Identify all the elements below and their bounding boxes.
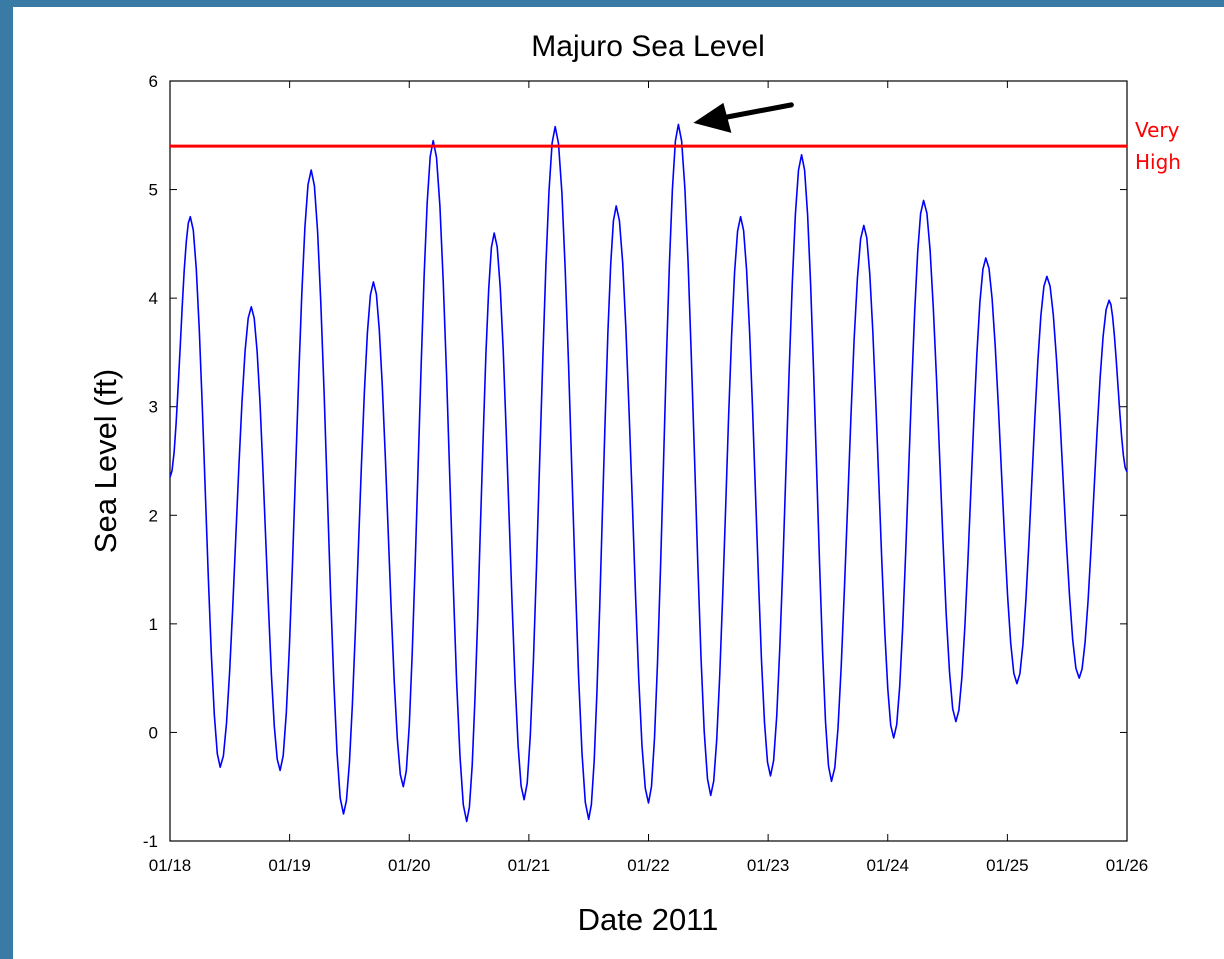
y-tick-label: 2 (149, 506, 158, 525)
x-tick-label: 01/20 (388, 856, 431, 875)
y-axis-label: Sea Level (ft) (88, 369, 123, 553)
y-tick-label: 5 (149, 181, 158, 200)
arrow-shaft (714, 102, 794, 122)
x-tick-label: 01/24 (866, 856, 909, 875)
x-tick-label: 01/26 (1106, 856, 1149, 875)
x-tick-label: 01/18 (149, 856, 192, 875)
x-tick-label: 01/19 (268, 856, 311, 875)
x-tick-label: 01/23 (747, 856, 790, 875)
plot-frame (169, 80, 1128, 842)
y-tick-label: 4 (149, 289, 158, 308)
threshold-label-line1: Very (1135, 118, 1180, 142)
sea-level-line (169, 123, 1128, 823)
y-tick-label: -1 (143, 832, 158, 851)
threshold-label-line2: High (1135, 150, 1181, 174)
plot-area: 01/18 01/19 01/20 01/21 01/22 01/23 01/24 01/25… (143, 72, 1148, 875)
window-frame-left (0, 0, 13, 959)
y-tick-label: 0 (149, 723, 158, 742)
arrow-head-icon (693, 102, 732, 133)
x-axis-label: Date 2011 (578, 902, 719, 937)
y-tick-label: 1 (149, 615, 158, 634)
chart-title: Majuro Sea Level (531, 30, 764, 63)
window-frame-top (0, 0, 1224, 7)
y-tick-label: 6 (149, 72, 158, 91)
x-tick-label: 01/21 (508, 856, 551, 875)
y-tick-label: 3 (149, 398, 158, 417)
x-tick-label: 01/22 (627, 856, 670, 875)
x-tick-label: 01/25 (986, 856, 1029, 875)
